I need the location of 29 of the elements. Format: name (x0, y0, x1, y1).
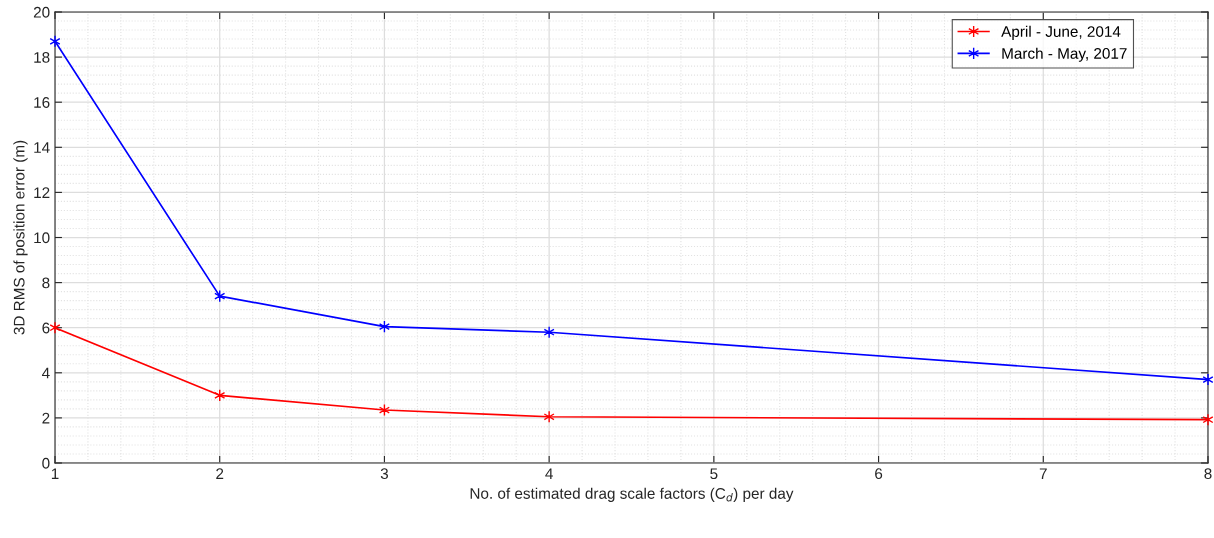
y-tick-label: 14 (34, 142, 50, 153)
y-tick-label: 20 (33, 6, 50, 18)
y-tick-label: 18 (34, 51, 50, 63)
x-tick-label: 4 (545, 468, 553, 479)
y-tick-label: 8 (42, 277, 50, 289)
point (49, 35, 61, 48)
point (1202, 373, 1214, 386)
point (49, 321, 61, 334)
y-axis-title: 3D RMS of position error (m) (13, 140, 28, 335)
x-tick-label: 7 (1039, 468, 1047, 479)
y-tick-label: 10 (34, 232, 50, 244)
x-tick-label: 5 (710, 468, 718, 480)
legend-label: March - May, 2017 (1002, 47, 1127, 62)
x-axis-title: No. of estimated drag scale factors (C$_{d}$) per day (470, 487, 794, 502)
y-tick-label: 16 (34, 97, 50, 108)
y-tick-label: 6 (42, 322, 50, 334)
x-tick-label: 1 (51, 468, 59, 479)
x-tick-label: 8 (1204, 468, 1212, 480)
y-tick-label: 0 (42, 457, 50, 469)
x-tick-label: 3 (380, 468, 389, 480)
point (543, 410, 555, 424)
y-tick-label: 12 (34, 187, 50, 198)
legend-label: April - June, 2014 (1001, 25, 1121, 40)
x-tick-label: 6 (875, 468, 883, 480)
point (1202, 413, 1214, 426)
y-tick-label: 2 (42, 412, 50, 424)
point (543, 325, 555, 339)
x-tick-label: 2 (216, 468, 224, 479)
y-tick-label: 4 (41, 367, 50, 379)
